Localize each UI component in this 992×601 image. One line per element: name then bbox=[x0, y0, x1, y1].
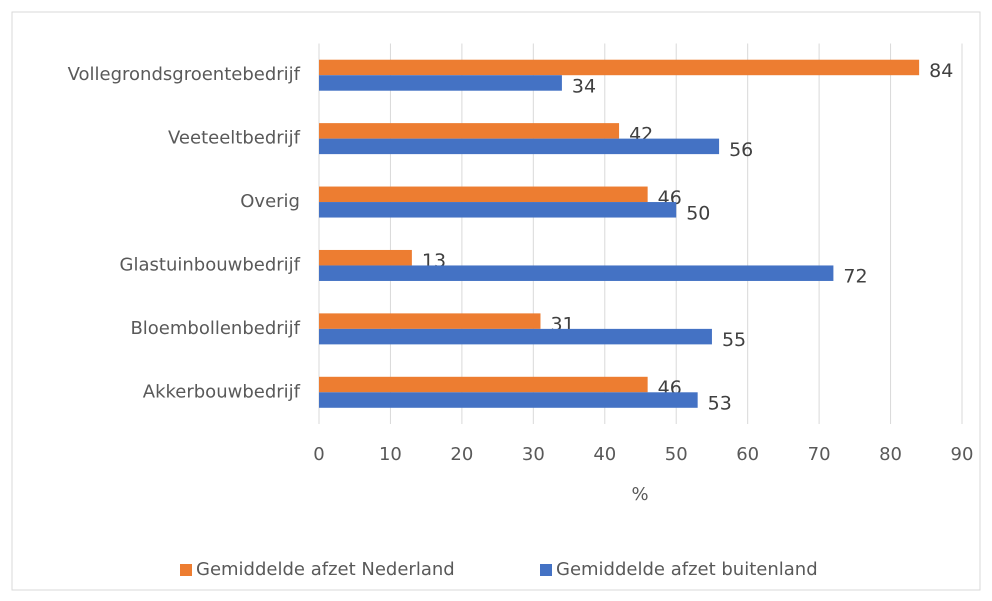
x-tick-label: 80 bbox=[879, 444, 902, 465]
x-tick-label: 30 bbox=[522, 444, 545, 465]
legend-swatch bbox=[180, 564, 192, 576]
bar bbox=[319, 249, 412, 266]
x-tick-label: 60 bbox=[736, 444, 759, 465]
bar bbox=[319, 376, 648, 393]
value-label: 56 bbox=[729, 139, 753, 161]
x-tick-label: 0 bbox=[313, 444, 324, 465]
bar bbox=[319, 123, 620, 139]
legend-label: Gemiddelde afzet Nederland bbox=[196, 559, 455, 580]
x-tick-label: 10 bbox=[379, 444, 402, 465]
bar bbox=[319, 392, 698, 408]
bar bbox=[319, 59, 920, 76]
x-tick-label: 50 bbox=[665, 444, 688, 465]
value-label: 84 bbox=[929, 60, 953, 82]
y-tick-label: Akkerbouwbedrijf bbox=[143, 381, 301, 402]
x-tick-label: 70 bbox=[808, 444, 831, 465]
bar bbox=[319, 138, 720, 155]
y-tick-label: Vollegrondsgroentebedrijf bbox=[68, 64, 301, 85]
y-tick-label: Bloembollenbedrijf bbox=[130, 318, 300, 339]
x-tick-label: 90 bbox=[951, 444, 974, 465]
value-label: 34 bbox=[572, 75, 596, 97]
bar bbox=[319, 75, 562, 91]
value-label: 53 bbox=[708, 393, 732, 415]
value-label: 72 bbox=[843, 266, 867, 288]
chart-border bbox=[11, 11, 981, 591]
legend-label: Gemiddelde afzet buitenland bbox=[556, 559, 818, 580]
value-label: 50 bbox=[686, 202, 710, 224]
legend-swatch bbox=[540, 564, 552, 576]
x-tick-label: 20 bbox=[450, 444, 473, 465]
bar bbox=[319, 313, 541, 329]
x-axis-label: % bbox=[631, 484, 648, 505]
y-tick-label: Glastuinbouwbedrijf bbox=[120, 254, 301, 275]
value-label: 55 bbox=[722, 329, 746, 351]
bar bbox=[319, 202, 677, 218]
bar bbox=[319, 186, 648, 203]
bar bbox=[319, 265, 834, 281]
x-tick-label: 40 bbox=[593, 444, 616, 465]
y-tick-label: Veeteeltbedrijf bbox=[168, 128, 301, 149]
bar bbox=[319, 328, 712, 345]
y-tick-label: Overig bbox=[240, 191, 300, 212]
